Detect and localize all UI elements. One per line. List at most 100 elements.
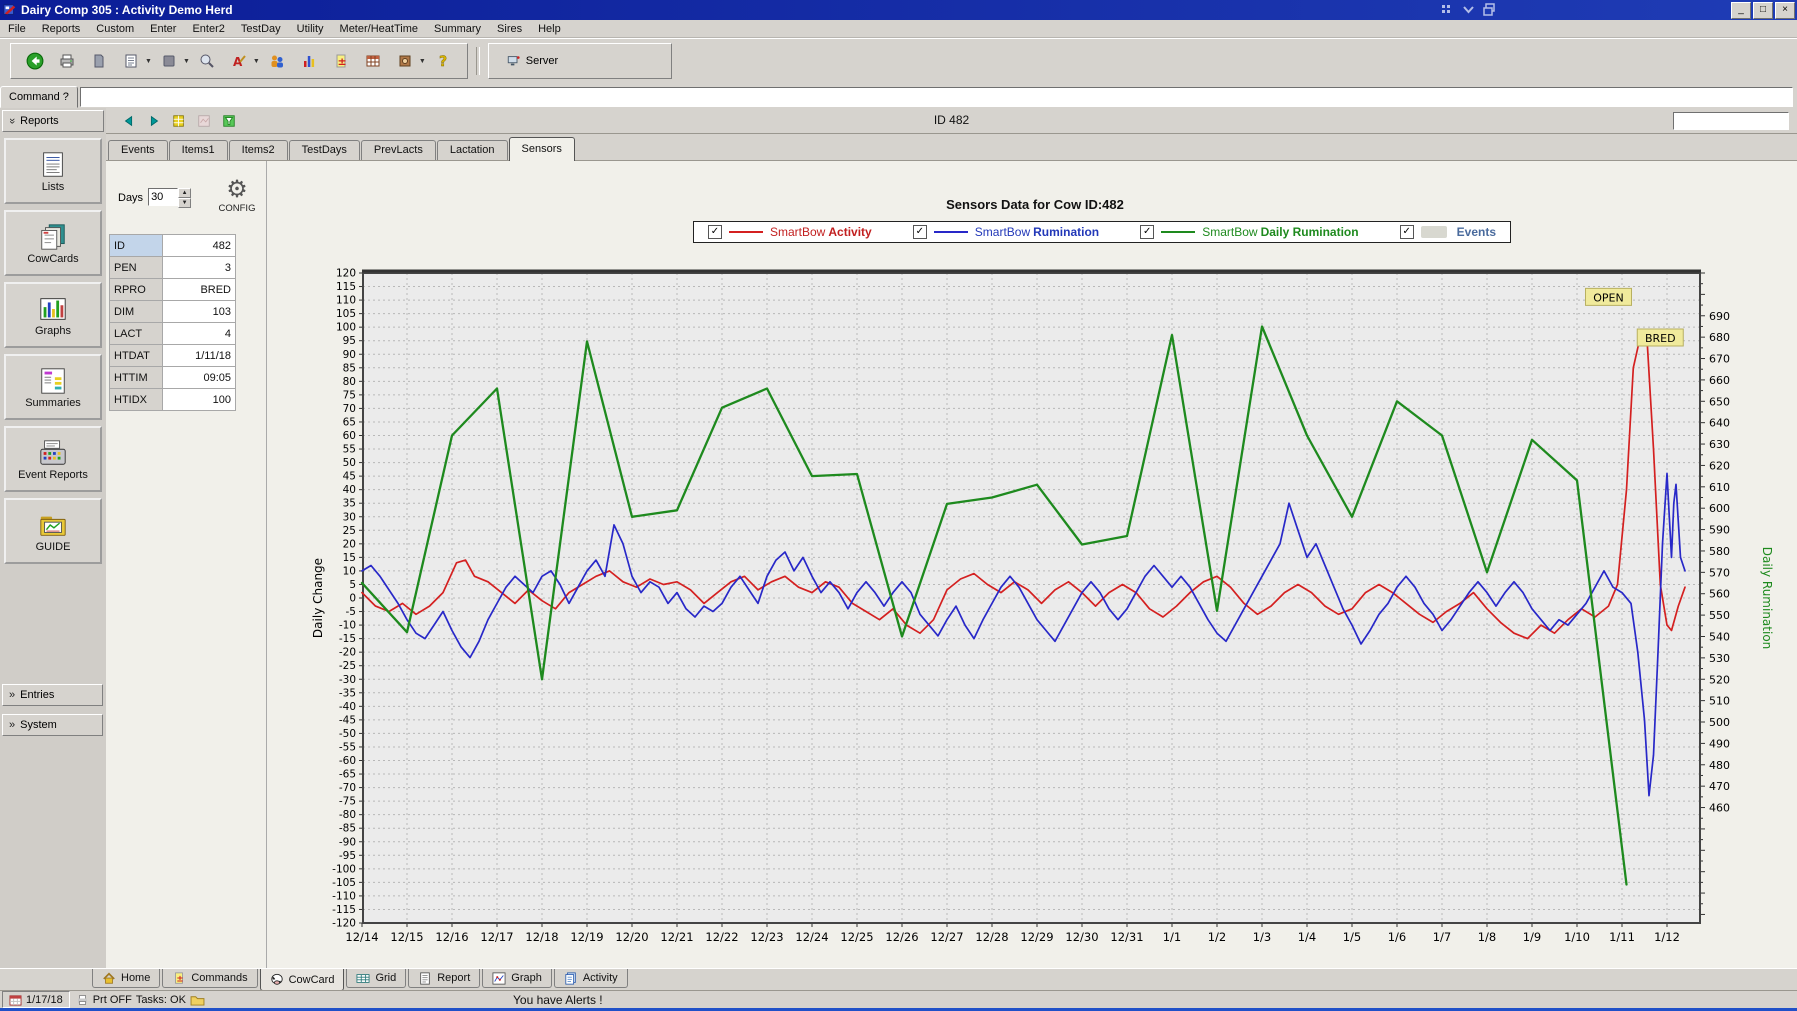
color-bars-icon — [301, 53, 317, 69]
row-key[interactable]: HTIDX — [110, 389, 163, 411]
legend-checkbox-daily-rumination[interactable] — [1140, 225, 1154, 239]
restore-window-icon[interactable] — [1482, 2, 1497, 17]
row-key[interactable]: PEN — [110, 257, 163, 279]
row-value: 103 — [163, 301, 236, 323]
bottom-tab-home[interactable]: Home — [92, 969, 160, 988]
back-button[interactable] — [21, 47, 49, 75]
bottom-tab-graph[interactable]: Graph — [482, 969, 552, 988]
folder-icon[interactable] — [190, 994, 205, 1006]
menu-custom[interactable]: Custom — [88, 22, 142, 36]
server-button[interactable]: Server — [497, 47, 663, 75]
table-button[interactable] — [359, 47, 387, 75]
command-input[interactable] — [80, 87, 1793, 107]
file-button[interactable] — [85, 47, 113, 75]
svg-text:35: 35 — [343, 498, 356, 510]
menu-utility[interactable]: Utility — [289, 22, 332, 36]
tab-events[interactable]: Events — [108, 140, 168, 160]
svg-text:-90: -90 — [339, 836, 356, 848]
sidebar-reports-header[interactable]: » Reports — [2, 110, 104, 132]
days-input[interactable] — [148, 188, 178, 206]
cowcard-button[interactable] — [155, 47, 183, 75]
tab-items2[interactable]: Items2 — [229, 140, 288, 160]
maximize-button[interactable]: □ — [1753, 2, 1773, 19]
bottom-tab-label: Commands — [191, 972, 247, 984]
tab-sensors[interactable]: Sensors — [509, 137, 575, 161]
graph-button[interactable] — [295, 47, 323, 75]
legend-checkbox-activity[interactable] — [708, 225, 722, 239]
sidebar-item-cowcards[interactable]: CowCards — [4, 210, 102, 276]
font-dropdown-icon[interactable]: ▼ — [253, 58, 260, 65]
help-button[interactable]: ? — [429, 47, 457, 75]
bottom-tab-activity[interactable]: Activity — [554, 969, 628, 988]
row-value: 4 — [163, 323, 236, 345]
safe-dropdown-icon[interactable]: ▼ — [419, 58, 426, 65]
sidebar-item-label: Summaries — [25, 398, 81, 409]
bottom-tab-cowcard[interactable]: CowCard — [260, 969, 345, 991]
row-key[interactable]: LACT — [110, 323, 163, 345]
chart-title: Sensors Data for Cow ID:482 — [280, 197, 1790, 212]
row-key[interactable]: ID — [110, 235, 163, 257]
menu-reports[interactable]: Reports — [34, 22, 89, 36]
menu-sires[interactable]: Sires — [489, 22, 530, 36]
report-dropdown-icon[interactable]: ▼ — [145, 58, 152, 65]
minimize-button[interactable]: _ — [1731, 2, 1751, 19]
sidebar-item-graphs[interactable]: Graphs — [4, 282, 102, 348]
table-row: HTIDX100 — [110, 389, 236, 411]
sidebar-system-header[interactable]: » System — [2, 714, 103, 736]
row-key[interactable]: DIM — [110, 301, 163, 323]
svg-text:-75: -75 — [339, 796, 356, 808]
report-button[interactable] — [117, 47, 145, 75]
legend-checkbox-events[interactable] — [1400, 225, 1414, 239]
zoom-button[interactable] — [193, 47, 221, 75]
sidebar-entries-header[interactable]: » Entries — [2, 684, 103, 706]
row-key[interactable]: RPRO — [110, 279, 163, 301]
sidebar-item-event-reports[interactable]: Event Reports — [4, 426, 102, 492]
svg-text:50: 50 — [343, 457, 356, 469]
print-button[interactable] — [53, 47, 81, 75]
menu-enter[interactable]: Enter — [142, 22, 184, 36]
cow-id-header: ID 482 — [106, 113, 1797, 127]
font-button[interactable]: A — [225, 47, 253, 75]
safe-button[interactable] — [391, 47, 419, 75]
svg-text:12/29: 12/29 — [1020, 930, 1053, 944]
command-bar: Command ? — [0, 82, 1797, 108]
svg-text:600: 600 — [1709, 502, 1730, 515]
menu-summary[interactable]: Summary — [426, 22, 489, 36]
help-icon: ? — [435, 53, 451, 69]
svg-text:530: 530 — [1709, 652, 1730, 665]
config-control[interactable]: ⚙ CONFIG — [214, 177, 260, 214]
bottom-tab-report[interactable]: Report — [408, 969, 480, 988]
tab-items1[interactable]: Items1 — [169, 140, 228, 160]
guide-icon — [37, 510, 69, 540]
svg-text:A: A — [233, 55, 243, 69]
menu-enter2[interactable]: Enter2 — [184, 22, 232, 36]
row-key[interactable]: HTTIM — [110, 367, 163, 389]
sidebar-item-summaries[interactable]: Summaries — [4, 354, 102, 420]
row-key[interactable]: HTDAT — [110, 345, 163, 367]
dock-grid-icon[interactable] — [1440, 2, 1455, 17]
main-panel: ID 482 Events Items1 Items2 TestDays Pre… — [106, 108, 1797, 968]
menu-file[interactable]: File — [0, 22, 34, 36]
sidebar-item-guide[interactable]: GUIDE — [4, 498, 102, 564]
cowcard-dropdown-icon[interactable]: ▼ — [183, 58, 190, 65]
menu-help[interactable]: Help — [530, 22, 569, 36]
days-label: Days — [118, 192, 143, 204]
event-label-open: OPEN — [1586, 288, 1632, 305]
days-down-button[interactable]: ▼ — [178, 198, 191, 208]
menu-meter-heattime[interactable]: Meter/HeatTime — [332, 22, 426, 36]
tab-lactation[interactable]: Lactation — [437, 140, 508, 160]
bottom-tab-commands[interactable]: ± Commands — [162, 969, 257, 988]
tab-prevlacts[interactable]: PrevLacts — [361, 140, 436, 160]
close-button[interactable]: × — [1775, 2, 1795, 19]
menu-testday[interactable]: TestDay — [233, 22, 289, 36]
legend-checkbox-rumination[interactable] — [913, 225, 927, 239]
users-button[interactable] — [263, 47, 291, 75]
svg-text:-100: -100 — [332, 863, 356, 875]
cow-search-input[interactable] — [1673, 112, 1789, 130]
chevron-down-icon[interactable] — [1461, 2, 1476, 17]
events-button[interactable]: ± — [327, 47, 355, 75]
sidebar-item-lists[interactable]: Lists — [4, 138, 102, 204]
tab-testdays[interactable]: TestDays — [289, 140, 360, 160]
days-up-button[interactable]: ▲ — [178, 188, 191, 198]
bottom-tab-grid[interactable]: Grid — [346, 969, 406, 988]
